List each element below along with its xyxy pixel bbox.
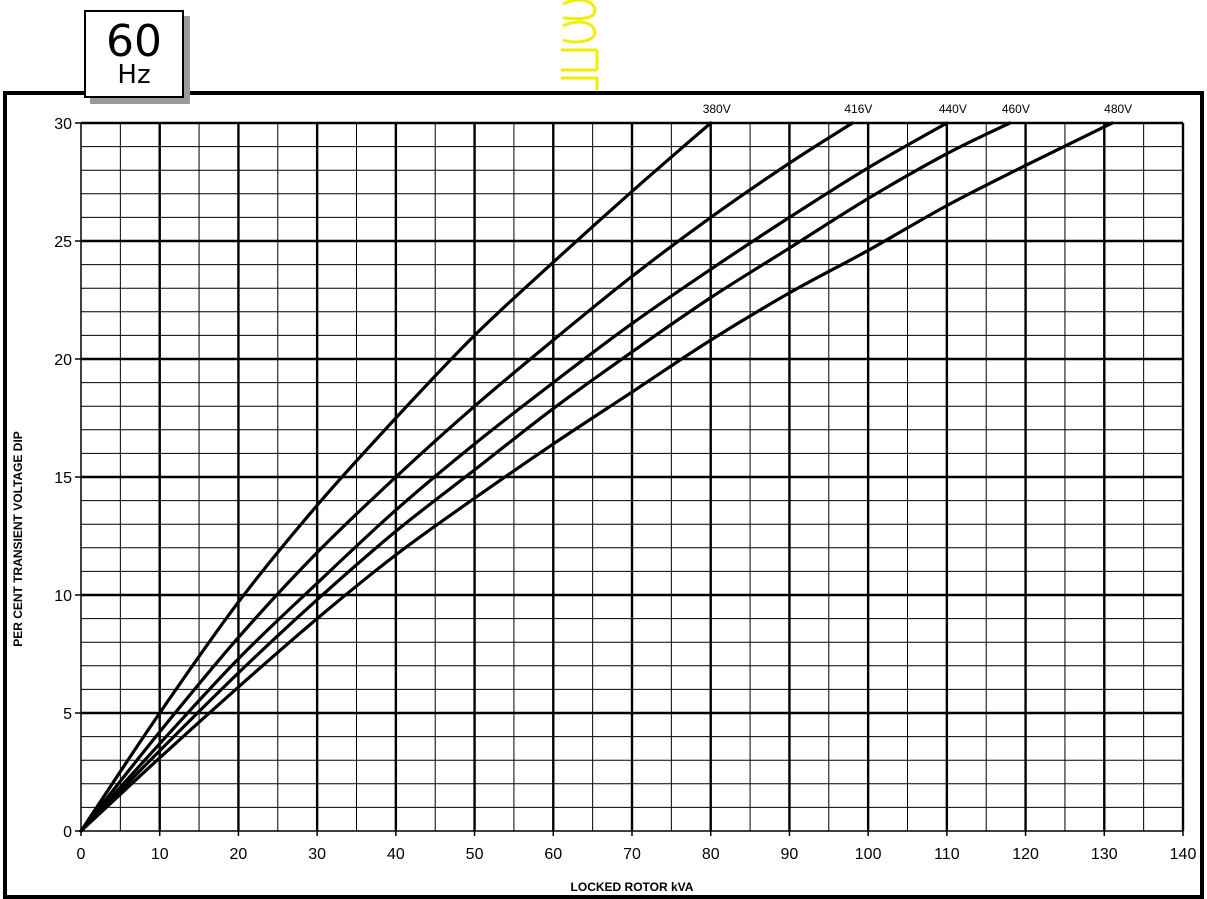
x-tick-label: 110 <box>934 846 960 863</box>
x-tick-label: 10 <box>151 846 169 863</box>
x-axis-label: LOCKED ROTOR kVA <box>571 880 694 894</box>
x-tick-label: 40 <box>387 846 405 863</box>
series-labels: 380V 416V 440V 460V 480V <box>703 102 1132 116</box>
y-tick-label: 10 <box>54 588 72 605</box>
curve-480v <box>79 121 1114 833</box>
x-tick-label: 60 <box>544 846 562 863</box>
y-tick-label: 15 <box>54 470 72 487</box>
y-tick-label: 30 <box>54 116 72 133</box>
x-tick-label: 30 <box>308 846 326 863</box>
chart-frame <box>3 91 1204 899</box>
series-label-380v: 380V <box>703 102 731 116</box>
frequency-unit: Hz <box>117 60 151 90</box>
y-tick-label: 25 <box>54 234 72 251</box>
x-tick-label: 140 <box>1170 846 1197 863</box>
series-label-480v: 480V <box>1104 102 1132 116</box>
x-tick-label: 100 <box>855 846 882 863</box>
series-label-416v: 416V <box>844 102 872 116</box>
x-tick-label: 0 <box>77 846 86 863</box>
curve-380v <box>79 121 713 833</box>
x-tick-label: 90 <box>781 846 799 863</box>
y-tick-label: 0 <box>63 824 72 841</box>
x-tick-label: 50 <box>466 846 484 863</box>
y-tick-labels: 0 5 10 15 20 25 30 <box>54 116 72 841</box>
curve-460v <box>79 121 1012 833</box>
frequency-badge: 60 Hz <box>84 10 190 104</box>
series-label-440v: 440V <box>939 102 967 116</box>
x-tick-labels: 0 10 20 30 40 50 60 70 80 90 100 110 120 130 140 <box>77 846 1197 863</box>
x-tick-label: 20 <box>230 846 248 863</box>
frequency-number: 60 <box>106 16 162 67</box>
curve-440v <box>79 121 949 833</box>
yellow-stamp-mark <box>561 0 599 90</box>
voltage-curves <box>79 121 1114 833</box>
y-tick-label: 5 <box>63 706 72 723</box>
x-tick-label: 120 <box>1012 846 1039 863</box>
axes <box>75 122 1184 836</box>
y-tick-label: 20 <box>54 352 72 369</box>
series-label-460v: 460V <box>1002 102 1030 116</box>
x-tick-label: 80 <box>702 846 720 863</box>
x-tick-label: 130 <box>1091 846 1118 863</box>
y-axis-label: PER CENT TRANSIENT VOLTAGE DIP <box>11 431 25 647</box>
x-tick-label: 70 <box>623 846 641 863</box>
curve-416v <box>79 121 854 833</box>
major-gridlines <box>81 121 1185 831</box>
badge-box: 60 Hz <box>84 10 184 98</box>
